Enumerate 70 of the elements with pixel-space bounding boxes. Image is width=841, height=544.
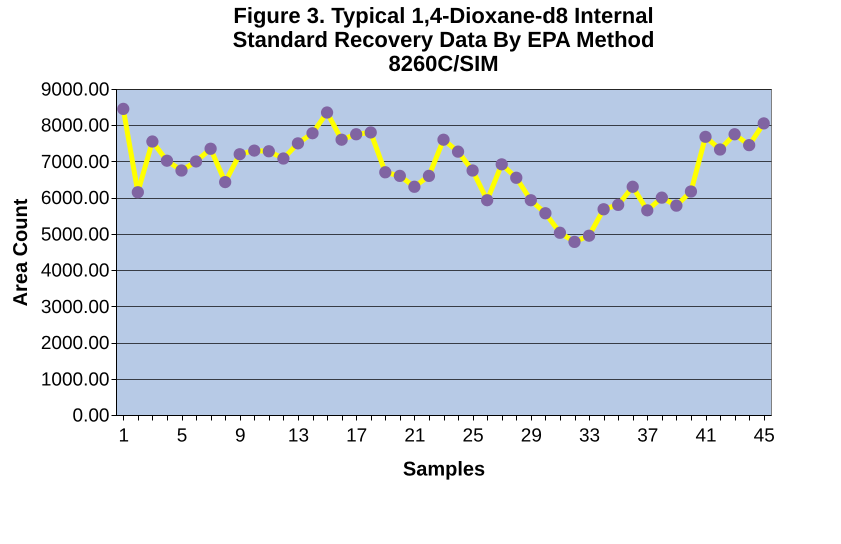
point xyxy=(204,142,217,155)
y-tick-label: 4000.00 xyxy=(40,260,110,282)
y-axis-title: Area Count xyxy=(10,198,32,306)
point xyxy=(656,192,668,204)
point xyxy=(160,154,174,167)
y-tick-label: 0.00 xyxy=(72,406,110,426)
point xyxy=(626,180,639,193)
x-axis-title: Samples xyxy=(402,458,486,480)
x-tick-label: 17 xyxy=(346,426,368,446)
y-tick-label: 9000.00 xyxy=(40,80,110,100)
point xyxy=(699,130,712,143)
point xyxy=(262,145,275,158)
point xyxy=(350,128,362,140)
y-tick-label: 8000.00 xyxy=(40,116,110,137)
point xyxy=(422,170,436,182)
x-tick-label: 21 xyxy=(404,426,426,446)
x-tick-label: 13 xyxy=(288,426,310,446)
point xyxy=(437,134,450,146)
point xyxy=(364,126,377,139)
point xyxy=(292,137,304,150)
point xyxy=(582,230,596,242)
x-tick-label: 25 xyxy=(462,426,484,446)
point xyxy=(277,152,290,165)
x-tick-label: 9 xyxy=(234,426,246,446)
point xyxy=(612,198,624,212)
point xyxy=(117,102,130,116)
x-tick-label: 33 xyxy=(578,426,600,446)
point xyxy=(568,236,581,248)
point xyxy=(466,164,479,177)
x-tick-label: 5 xyxy=(176,426,188,446)
point xyxy=(248,144,260,157)
y-tick-label: 1000.00 xyxy=(40,369,110,390)
point xyxy=(408,180,421,193)
x-tick-label: 1 xyxy=(118,426,130,446)
point xyxy=(728,128,741,140)
point xyxy=(452,146,464,158)
point xyxy=(597,203,610,216)
point xyxy=(132,186,144,198)
x-tick-label: 41 xyxy=(695,426,717,446)
point xyxy=(190,155,202,168)
point xyxy=(481,194,494,206)
point xyxy=(510,172,522,184)
point xyxy=(684,185,698,198)
y-tick-label: 7000.00 xyxy=(40,152,110,173)
point xyxy=(394,170,406,182)
x-tick-label: 45 xyxy=(754,426,775,446)
point xyxy=(219,176,232,188)
y-tick-label: 5000.00 xyxy=(40,224,110,246)
point xyxy=(379,166,392,178)
point xyxy=(524,194,537,206)
point xyxy=(496,158,508,170)
y-tick-label: 3000.00 xyxy=(40,296,110,318)
y-tick-label: 6000.00 xyxy=(40,188,110,210)
point xyxy=(335,134,348,146)
chart-title: Figure 3. Typical 1,4-Dioxane-d8 Internal Standard Recovery Data By EPA Method 8260C/SIM xyxy=(232,3,654,76)
point xyxy=(539,207,552,220)
point xyxy=(175,164,188,177)
point xyxy=(234,148,246,160)
point xyxy=(641,204,654,216)
y-tick-label: 2000.00 xyxy=(40,333,110,354)
point xyxy=(743,139,756,152)
point xyxy=(714,143,726,156)
point xyxy=(320,106,334,119)
point xyxy=(146,135,159,148)
point xyxy=(758,117,770,130)
x-tick-label: 37 xyxy=(637,426,658,446)
point xyxy=(554,226,566,239)
point xyxy=(670,200,683,212)
point xyxy=(306,127,319,140)
x-tick-label: 29 xyxy=(520,426,542,446)
